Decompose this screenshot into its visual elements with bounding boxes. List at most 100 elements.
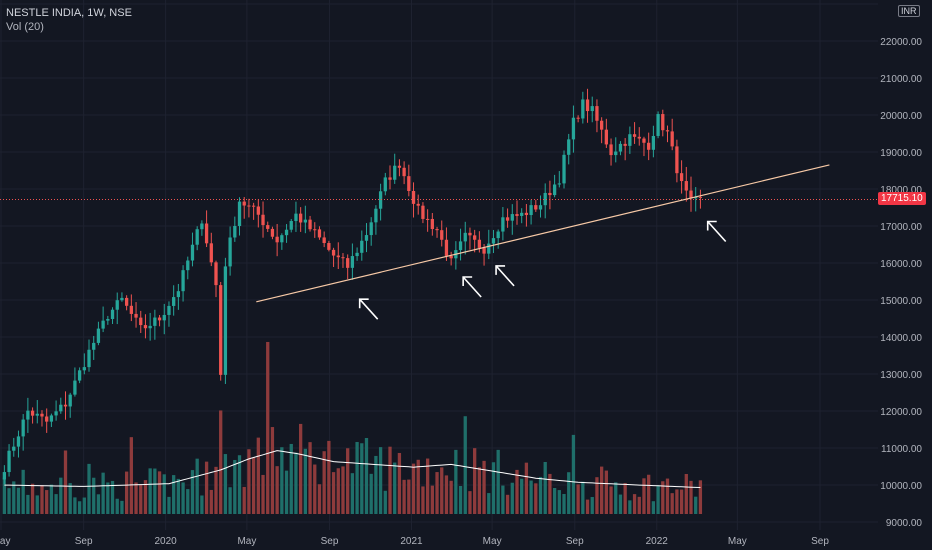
candle-body [567,139,571,155]
candle-body [289,221,293,230]
volume-bar [632,494,637,514]
volume-bar [331,472,336,514]
volume-bar [59,477,63,514]
candle-body [647,142,651,150]
volume-bar [684,473,688,514]
candle-body [364,235,369,241]
volume-bar [411,463,416,514]
candle-body [520,212,524,216]
candle-body [656,114,660,136]
candle-body [496,231,500,239]
volume-bar [642,478,646,514]
candle-body [7,450,11,473]
volume-bar [284,470,289,514]
volume-bar [590,497,594,514]
candle-body [694,196,698,199]
candle-body [407,176,411,191]
candle-body [223,266,228,375]
volume-bar [280,447,284,514]
candle-body [280,235,284,243]
candle-body [30,410,35,416]
x-tick-label: Sep [811,536,829,547]
arrow-annotation [495,265,515,287]
volume-bar [214,466,218,514]
volume-bar [694,496,698,514]
volume-bar [73,497,77,514]
volume-bar [491,462,496,514]
volume-bar [402,479,406,514]
y-tick-label: 18000.00 [880,185,922,196]
volume-bar [223,454,228,514]
volume-bar [585,499,590,514]
arrow-annotation-head [706,220,717,231]
volume-bar [369,473,373,514]
candle-body [59,404,63,412]
volume-bar [661,481,665,514]
volume-bar [647,474,651,514]
volume-bar [562,493,566,514]
currency-badge[interactable]: INR [898,5,920,17]
candle-body [393,165,397,180]
candle-body [529,205,533,216]
volume-bar [430,485,434,514]
candle-body [604,129,608,145]
arrow-annotation-head [358,298,369,309]
candle-body [548,192,552,196]
volume-bar [510,482,514,514]
arrow-annotation [707,220,727,243]
candle-body [374,208,378,223]
candle-body [204,223,209,244]
candle-body [303,219,307,223]
volume-bar [515,469,519,514]
volume-bar [92,477,96,514]
candle-body [143,325,148,329]
volume-bar [40,485,44,514]
volume-bar [665,478,670,514]
candle-body [698,196,703,198]
volume-bar [393,462,397,514]
volume-bar [233,459,237,514]
volume-bar [167,496,171,514]
candle-body [637,136,641,139]
candle-body [129,305,133,314]
volume-bar [576,484,580,514]
candle-body [388,177,392,180]
candle-body [49,415,54,422]
volume-bar [336,468,340,514]
volume-bar [378,447,383,514]
x-tick-label: May [0,536,10,547]
candle-body [675,146,679,174]
volume-bar [96,494,101,514]
candle-body [40,413,44,417]
candle-body [284,229,289,236]
candle-body [261,214,265,226]
candle-body [82,367,86,371]
volume-bar [153,468,157,514]
volume-bar [548,473,552,514]
volume-bar [247,449,251,514]
volume-bar [82,497,86,514]
candle-body [482,247,486,254]
volume-bar [148,468,152,514]
volume-bar [270,427,275,514]
volume-bar [689,480,693,514]
volume-bar [543,462,547,514]
candle-body [336,255,340,258]
candle-body [134,313,138,318]
candle-body [21,419,25,437]
candle-body [623,143,627,146]
volume-bar [172,475,176,514]
arrow-annotation [359,298,379,320]
candle-body [632,134,637,137]
candle-body [45,416,49,422]
candle-body [275,236,279,243]
volume-ma-line [4,450,701,488]
candle-body [346,258,350,268]
volume-bar [256,437,260,514]
volume-bar [458,485,463,514]
volume-bar [463,416,467,514]
candle-body [186,260,190,271]
volume-bar [68,483,72,514]
candle-body [331,249,336,256]
